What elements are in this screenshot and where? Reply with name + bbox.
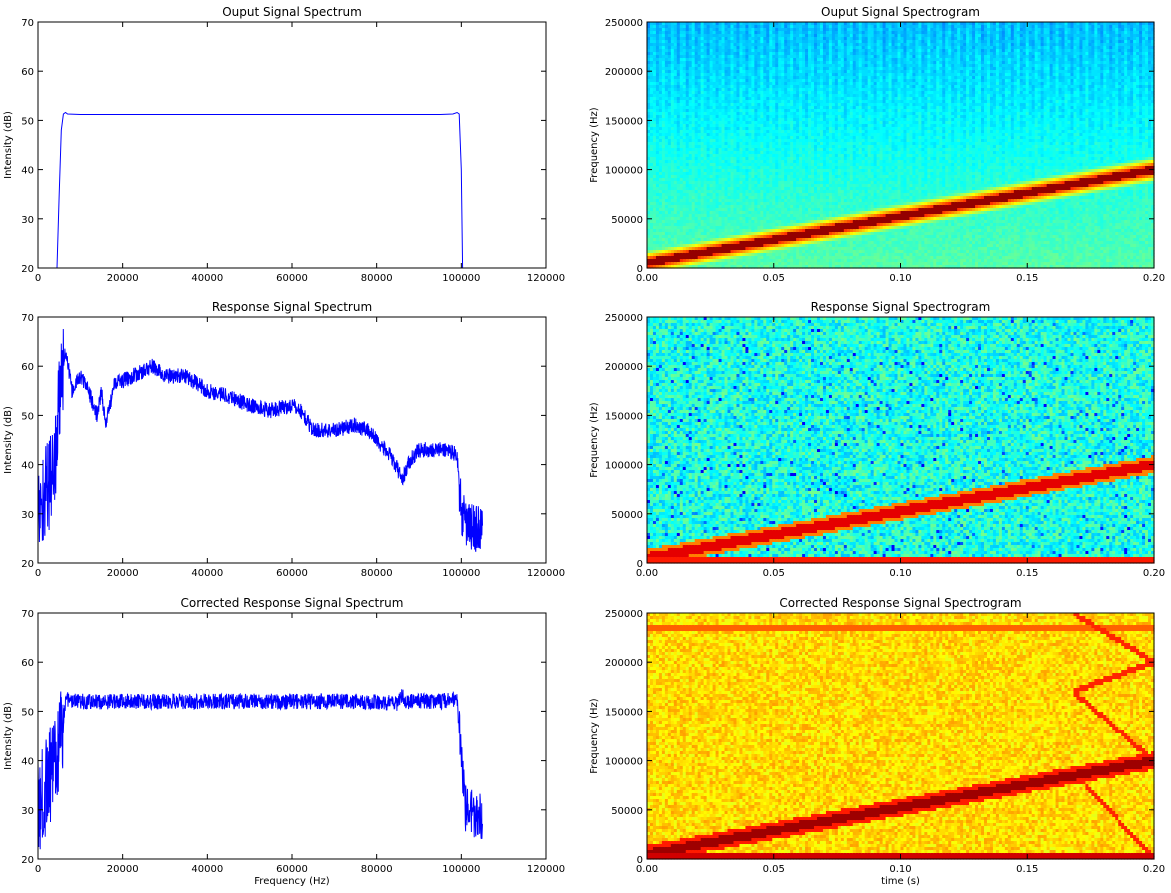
subplot-1: 0 20000 40000 60000 80000 100000 120000 20 30 40 5… (3, 5, 565, 284)
y-tick-label: 70 (21, 18, 34, 29)
chart-title: Ouput Signal Spectrum (222, 5, 362, 19)
y-axis-label: Intensity (dB) (3, 111, 14, 179)
axes-frame (38, 22, 546, 268)
series-line (57, 113, 463, 269)
x-tick-label: 40000 (191, 273, 223, 284)
x-tick-label: 20000 (107, 273, 139, 284)
subplot-2: 0.00 0.05 0.10 0.15 0.2005000010000015000020… (589, 5, 1165, 284)
x-tick-label: 120000 (527, 273, 565, 284)
spectrogram-image (647, 22, 1155, 269)
x-tick-label: 60000 (276, 273, 308, 284)
y-tick-label: 40 (21, 166, 34, 177)
y-tick-label: 20 (21, 264, 34, 275)
y-tick-label: 30 (21, 215, 34, 226)
x-tick-label: 0 (35, 273, 41, 284)
y-tick-label: 60 (21, 67, 34, 78)
y-tick-label: 50 (21, 116, 34, 127)
x-tick-label: 100000 (442, 273, 480, 284)
x-tick-label: 80000 (361, 273, 393, 284)
